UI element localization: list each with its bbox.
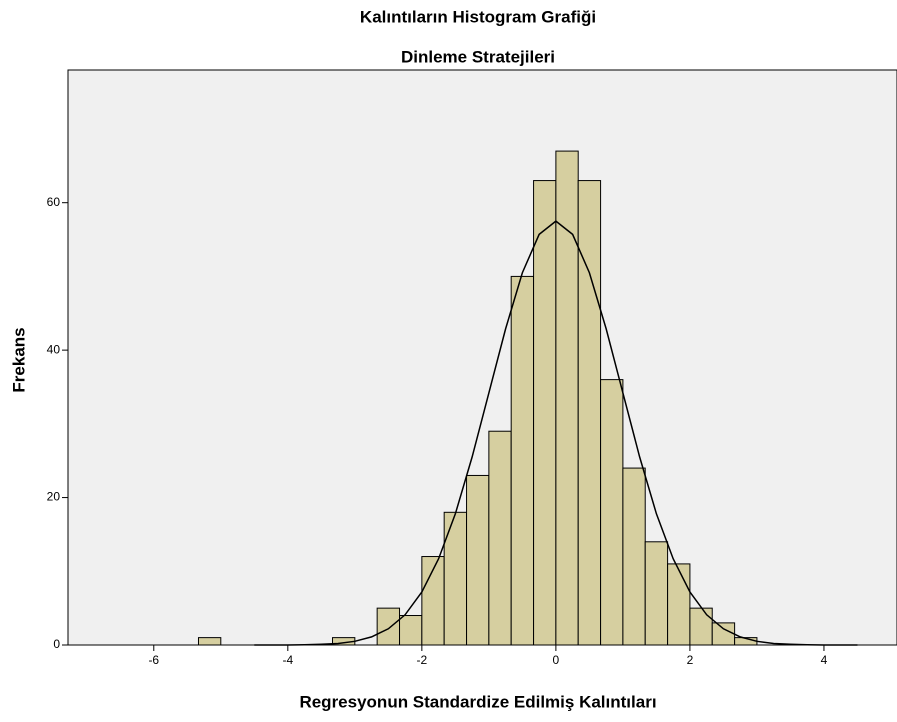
y-tick-label: 0 [53, 637, 60, 651]
bar [667, 563, 691, 646]
y-axis-label: Frekans [9, 327, 28, 392]
y-tick-label: 60 [47, 195, 61, 209]
bar [197, 637, 222, 646]
x-tick-label: -4 [282, 653, 293, 667]
normal-curve [254, 220, 858, 646]
bar [689, 607, 713, 646]
x-axis-label: Regresyonun Standardize Edilmiş Kalıntıl… [299, 692, 656, 711]
bar [622, 467, 646, 646]
y-tick-label: 20 [47, 490, 61, 504]
x-tick-label: 0 [553, 653, 560, 667]
y-tick-label: 40 [47, 342, 61, 356]
chart-subtitle: Dinleme Stratejileri [401, 47, 555, 66]
bar [711, 622, 736, 646]
bar [466, 474, 490, 646]
bar [577, 180, 602, 646]
bar [443, 511, 468, 646]
chart-title: Kalıntıların Histogram Grafiği [360, 7, 596, 26]
bar [488, 430, 512, 646]
bar [399, 615, 423, 646]
x-tick-label: -6 [148, 653, 159, 667]
bar [533, 180, 557, 646]
x-tick-label: 2 [687, 653, 694, 667]
x-tick-label: -2 [417, 653, 428, 667]
x-tick-label: 4 [821, 653, 828, 667]
bar [376, 607, 401, 646]
bar [644, 541, 669, 646]
bar [510, 275, 535, 646]
bar [600, 379, 624, 646]
bar [555, 150, 579, 646]
